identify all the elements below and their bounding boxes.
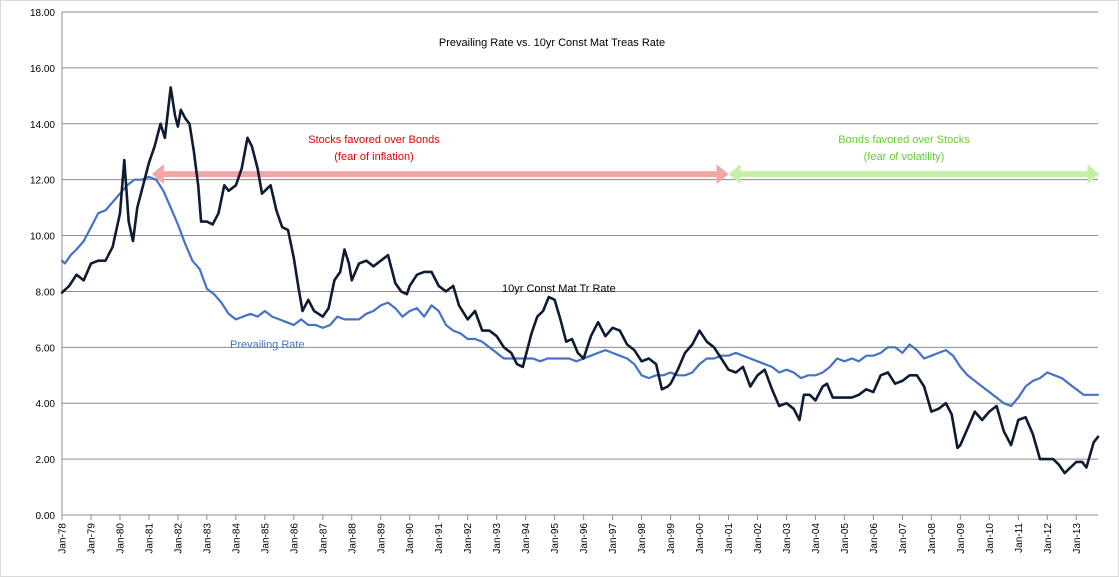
x-tick-label: Jan-84 <box>231 523 242 554</box>
x-tick-label: Jan-09 <box>956 523 967 554</box>
series-lines <box>60 86 1100 475</box>
annotation-stocks-line2: (fear of inflation) <box>334 151 413 163</box>
x-axis: Jan-78 Jan-79 Jan-80 Jan-81 Jan-82 Jan-83 Jan-… <box>58 514 1098 554</box>
x-tick-label: Jan-03 <box>782 523 793 554</box>
y-tick-label: 10.00 <box>30 232 55 243</box>
x-tick-label: Jan-89 <box>376 523 387 554</box>
y-tick-label: 8.00 <box>36 287 56 298</box>
x-tick-label: Jan-12 <box>1043 523 1054 554</box>
y-tick-label: 14.00 <box>30 120 55 131</box>
series-line-treasury <box>60 86 1100 475</box>
x-tick-label: Jan-90 <box>405 523 416 554</box>
x-tick-label: Jan-08 <box>927 523 938 554</box>
x-tick-label: Jan-79 <box>86 523 97 554</box>
x-tick-label: Jan-97 <box>608 523 619 554</box>
x-tick-label: Jan-92 <box>463 523 474 554</box>
series-line-prevailing <box>60 175 1100 408</box>
series-label-treasury: 10yr Const Mat Tr Rate <box>502 283 616 295</box>
x-tick-label: Jan-94 <box>521 523 532 554</box>
double-arrow-1 <box>728 164 1100 185</box>
y-tick-label: 16.00 <box>30 64 55 75</box>
x-tick-label: Jan-05 <box>840 523 851 554</box>
y-tick-label: 18.00 <box>30 8 55 19</box>
x-tick-label: Jan-06 <box>869 523 880 554</box>
x-tick-label: Jan-93 <box>492 523 503 554</box>
x-tick-label: Jan-00 <box>695 523 706 554</box>
chart-title: Prevailing Rate vs. 10yr Const Mat Treas… <box>439 37 665 49</box>
x-tick-label: Jan-13 <box>1072 523 1083 554</box>
x-tick-label: Jan-81 <box>144 523 155 554</box>
x-tick-label: Jan-95 <box>550 523 561 554</box>
series-label-prevailing: Prevailing Rate <box>230 339 305 351</box>
double-arrow-0 <box>151 164 729 185</box>
y-tick-label: 4.00 <box>36 399 56 410</box>
x-tick-label: Jan-82 <box>173 523 184 554</box>
x-tick-label: Jan-91 <box>434 523 445 554</box>
x-tick-label: Jan-11 <box>1014 523 1025 553</box>
x-tick-label: Jan-10 <box>985 523 996 554</box>
x-tick-label: Jan-80 <box>115 523 126 554</box>
x-tick-label: Jan-85 <box>260 523 271 554</box>
y-tick-label: 0.00 <box>36 511 56 522</box>
annotation-bonds-line1: Bonds favored over Stocks <box>838 134 970 146</box>
x-tick-label: Jan-83 <box>202 523 213 554</box>
y-axis: 0.00 2.00 4.00 6.00 8.00 10.00 12.00 14.00 16.00… <box>30 8 63 522</box>
x-tick-label: Jan-78 <box>58 523 69 554</box>
annotation-stocks-line1: Stocks favored over Bonds <box>308 134 440 146</box>
x-tick-label: Jan-98 <box>637 523 648 554</box>
x-tick-label: Jan-04 <box>811 523 822 554</box>
y-tick-label: 12.00 <box>30 176 55 187</box>
x-tick-label: Jan-87 <box>318 523 329 554</box>
x-tick-label: Jan-01 <box>724 523 735 554</box>
annotation-arrows <box>151 164 1100 185</box>
annotation-bonds-line2: (fear of volatility) <box>864 151 945 163</box>
x-tick-label: Jan-86 <box>289 523 300 554</box>
gridlines <box>62 11 1098 516</box>
x-tick-label: Jan-99 <box>666 523 677 554</box>
x-tick-label: Jan-02 <box>753 523 764 554</box>
y-tick-label: 6.00 <box>36 343 56 354</box>
y-tick-label: 2.00 <box>36 455 56 466</box>
x-tick-label: Jan-88 <box>347 523 358 554</box>
x-tick-label: Jan-07 <box>898 523 909 554</box>
x-tick-label: Jan-96 <box>579 523 590 554</box>
